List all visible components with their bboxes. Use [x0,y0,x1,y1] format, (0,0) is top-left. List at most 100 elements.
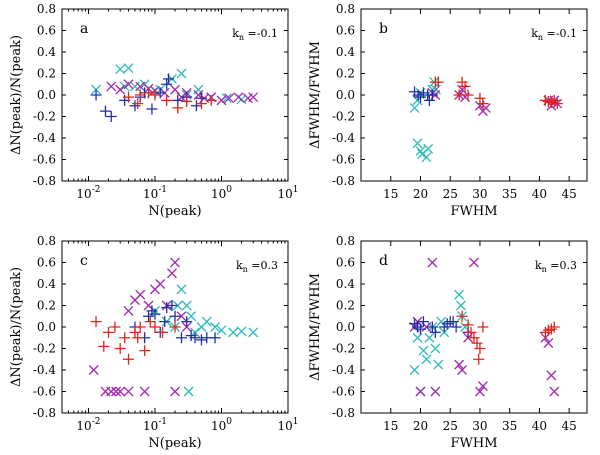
point-red-d-2 [465,326,477,338]
point-red-b-4 [459,80,471,92]
point-magenta-c-12 [155,279,166,289]
y-tick-label: 0.0 [37,320,56,334]
point-red-c-3 [109,321,121,333]
point-red-d-4 [471,337,483,349]
y-tick-label: 0.8 [37,2,56,16]
point-cyan-d-0 [409,365,420,375]
point-magenta-c-14 [166,268,177,279]
point-red-d-3 [468,332,480,344]
point-magenta-d-10 [474,386,485,397]
point-red-a-6 [172,102,184,114]
point-red-c-6 [123,353,135,365]
point-magenta-a-3 [135,81,146,92]
point-magenta-c-0 [88,365,99,375]
y-tick-label: 0.6 [336,256,355,270]
point-red-d-9 [542,324,554,336]
x-axis-label: FWHM [450,204,497,219]
point-magenta-c-17 [176,311,187,322]
y-tick-label: -0.4 [33,363,57,377]
point-navy-a-1 [99,105,111,117]
point-red-c-10 [139,345,151,357]
point-red-d-11 [548,321,560,333]
x-tick-label: 101 [277,185,298,201]
point-cyan-b-7 [423,143,434,154]
panel-letter: b [379,21,388,37]
x-tick-label: 40 [532,187,547,201]
point-navy-d-2 [414,323,426,335]
point-navy-c-10 [175,332,187,344]
point-cyan-d-3 [418,345,429,356]
point-navy-c-16 [209,332,221,344]
y-tick-label: 0.6 [37,24,56,38]
point-cyan-c-11 [216,325,227,336]
panel-c: -0.8 -0.6 -0.4 -0.2 0.0 0.2 0.4 0.6 0.8 10-2 10-1 1… [9,234,299,451]
x-tick-label: 100 [211,417,232,433]
point-magenta-c-16 [170,386,180,397]
y-tick-label: 0.2 [37,299,56,313]
y-tick-label: 0.0 [37,88,56,102]
y-tick-label: 0.4 [37,277,56,291]
x-tick-label: 10-2 [76,185,100,201]
point-navy-a-2 [105,111,117,122]
point-navy-c-4 [149,308,161,320]
point-cyan-d-5 [424,332,435,343]
panel-annotation: kn =-0.1 [531,27,577,42]
y-axis-label: ΔFWHM/FWHM [308,41,323,149]
point-cyan-c-6 [186,311,197,322]
point-navy-a-13 [190,100,202,112]
x-tick-label: 15 [383,187,398,201]
point-magenta-c-3 [111,386,122,397]
point-cyan-c-3 [172,300,183,311]
point-navy-b-5 [423,94,435,106]
point-red-b-6 [474,92,486,104]
point-cyan-a-2 [123,63,134,74]
x-axis-label: FWHM [450,436,497,451]
point-navy-c-6 [159,316,171,328]
point-magenta-c-5 [123,305,134,316]
point-red-c-4 [114,343,126,354]
y-tick-label: -0.6 [33,153,56,167]
point-navy-c-11 [181,316,193,328]
point-magenta-d-5 [430,386,441,397]
point-magenta-d-6 [454,359,465,370]
x-tick-label: 10-2 [76,417,100,433]
y-tick-label: 0.2 [336,299,355,313]
point-red-d-10 [545,323,557,335]
point-magenta-d-2 [415,386,426,397]
panel-letter: d [379,253,388,269]
y-axis-label: ΔN(peak)/N(peak) [9,267,24,387]
panel-b-markers [409,76,563,163]
point-magenta-a-2 [123,79,134,90]
point-navy-c-13 [189,332,201,344]
panel-letter: a [80,21,88,37]
panel-annotation: kn =0.3 [535,259,577,274]
point-cyan-c-4 [176,284,187,295]
point-cyan-b-6 [421,152,432,163]
point-cyan-d-7 [430,343,441,354]
x-tick-label: 20 [413,419,428,433]
point-red-d-1 [462,319,474,331]
panel-a-markers [90,63,259,122]
point-red-b-7 [477,98,489,110]
point-red-b-9 [542,95,554,107]
point-navy-b-1 [412,89,424,101]
point-navy-a-0 [90,89,102,101]
y-tick-label: 0.6 [37,256,56,270]
point-navy-c-9 [169,310,181,322]
panel-d: -0.8 -0.6 -0.4 -0.2 0.0 0.2 0.4 0.6 0.8 15 20 25 30 3… [308,234,588,451]
point-red-a-5 [161,94,173,106]
point-magenta-a-17 [248,92,259,103]
point-cyan-c-9 [201,316,212,327]
point-red-a-4 [149,89,161,101]
point-red-c-8 [132,332,144,344]
point-cyan-a-9 [176,68,187,79]
point-navy-a-4 [129,100,141,112]
point-cyan-d-11 [454,289,465,300]
point-cyan-b-3 [412,138,423,149]
x-tick-label: 35 [502,419,517,433]
point-cyan-c-10 [210,322,221,332]
y-tick-label: 0.2 [336,67,355,81]
point-red-d-7 [477,321,489,333]
point-navy-b-6 [426,89,438,101]
point-navy-d-1 [412,321,423,333]
